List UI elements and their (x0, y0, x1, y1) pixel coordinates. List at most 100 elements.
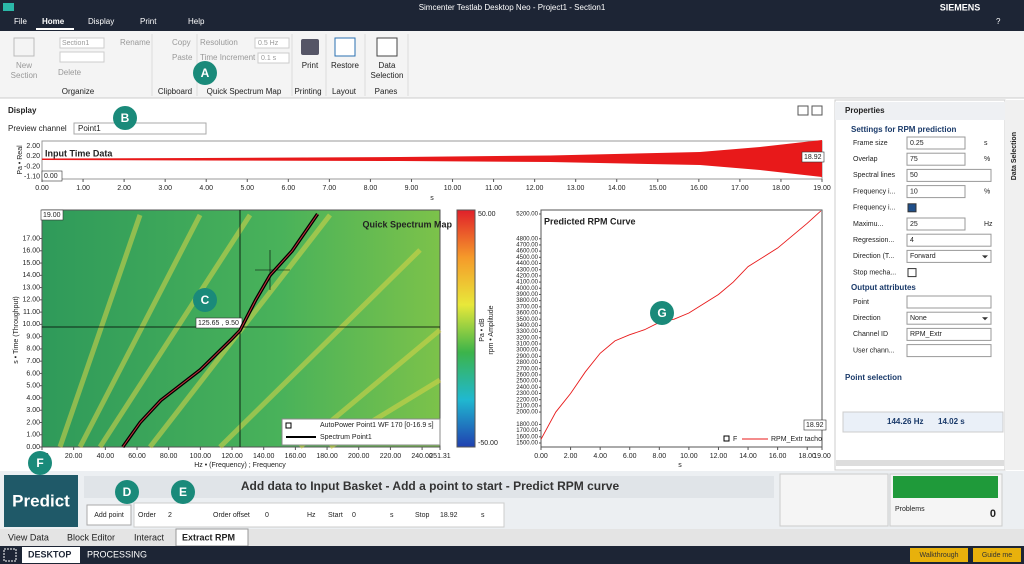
property-value: Forward (910, 253, 936, 260)
property-input[interactable] (906, 152, 966, 166)
setting-text: Start (328, 512, 343, 519)
property-input[interactable] (906, 185, 966, 199)
callout-label: F (36, 456, 43, 470)
predict-button[interactable] (4, 475, 78, 527)
y-tick-label: 1.00 (26, 432, 40, 439)
axis-label: Hz • (Frequency) ; Frequency (194, 462, 286, 469)
spectrum-legend (281, 418, 441, 446)
ribbon (0, 31, 1024, 98)
property-input[interactable] (906, 327, 992, 341)
property-input[interactable] (906, 217, 966, 231)
setting-text: 2 (168, 512, 172, 519)
callout-label: B (121, 111, 130, 125)
y-tick-label: 12.00 (22, 297, 40, 304)
y-tick-label: 3100.00 (516, 342, 538, 348)
print-icon[interactable] (301, 39, 319, 55)
x-tick-label: 0.00 (35, 185, 49, 192)
tab[interactable]: Block Editor (67, 532, 115, 542)
x-tick-label: 4.00 (593, 453, 607, 460)
time-increment-select[interactable] (257, 52, 290, 64)
property-input[interactable] (906, 136, 966, 150)
problems-label: Problems (895, 506, 925, 513)
x-tick-label: 14.00 (739, 453, 757, 460)
pane-button[interactable] (811, 105, 823, 116)
property-value: 25 (910, 221, 918, 228)
callout-badge (650, 301, 674, 325)
menu-item[interactable]: Help (188, 17, 205, 26)
y-tick-label: 4300.00 (516, 267, 538, 273)
restore-icon[interactable] (334, 37, 356, 57)
y-tick-label: 3200.00 (516, 335, 538, 341)
x-tick-label: 17.00 (731, 185, 749, 192)
y-tick-label: 6.00 (26, 370, 40, 377)
menu-item[interactable]: Home (42, 17, 65, 26)
properties-header (835, 102, 1005, 120)
active-menu-underline (36, 28, 74, 30)
side-tab-strip (1005, 100, 1024, 470)
add-point-button[interactable] (86, 504, 132, 526)
preview-input[interactable] (73, 122, 207, 135)
time-signal (42, 140, 822, 177)
y-tick-label: 0.00 (26, 444, 40, 451)
dropdown-arrow (982, 255, 988, 259)
walkthrough-button[interactable] (910, 548, 968, 562)
menu-item[interactable]: Display (88, 17, 114, 26)
menu-item[interactable]: File (14, 17, 27, 26)
x-tick-label: 100.00 (190, 453, 212, 460)
preview-value: Point1 (78, 124, 101, 133)
apps-icon[interactable] (3, 548, 17, 562)
checkbox[interactable] (907, 268, 917, 278)
colorbar-min: -50.00 (478, 440, 498, 447)
property-input[interactable] (906, 311, 992, 325)
property-label: Direction (853, 315, 881, 322)
tab[interactable]: View Data (8, 532, 49, 542)
x-tick-label: 12.00 (710, 453, 728, 460)
y-tick-label: 2600.00 (516, 372, 538, 378)
tab[interactable]: Interact (134, 532, 165, 542)
callout-label: D (123, 485, 132, 499)
property-input[interactable] (906, 295, 992, 309)
x-tick-label: 40.00 (97, 453, 115, 460)
checkbox[interactable] (907, 203, 917, 213)
pane-button[interactable] (797, 105, 809, 116)
guide-button[interactable] (973, 548, 1021, 562)
y-tick-label: -0.20 (24, 163, 40, 170)
desktop-tab[interactable] (22, 547, 80, 563)
ribbon-group: Organize (62, 87, 95, 96)
legend-text: AutoPower Point1 WF 170 [0-16.9 s] (320, 422, 434, 429)
predict-label: Predict (12, 491, 70, 510)
y-tick-label: 3700.00 (516, 304, 538, 310)
property-input[interactable] (906, 249, 992, 263)
problems-count: 0 (990, 508, 996, 520)
x-tick-label: 6.00 (282, 185, 296, 192)
point-frequency: 144.26 Hz (887, 417, 923, 426)
side-tab[interactable]: Data Selection (1011, 132, 1018, 180)
y-tick-label: 0.20 (26, 153, 40, 160)
section-select[interactable] (59, 37, 105, 49)
x-tick-label: 60.00 (128, 453, 146, 460)
x-tick-label: 18.00 (798, 453, 816, 460)
point-row[interactable] (842, 411, 1004, 433)
axis-label: s (678, 462, 682, 469)
menu-item[interactable]: Print (140, 17, 157, 26)
resolution-select[interactable] (254, 37, 290, 49)
tab[interactable]: Extract RPM (182, 532, 235, 542)
property-label: User chann... (853, 347, 895, 354)
y-tick-label: 4800.00 (516, 236, 538, 242)
property-input[interactable] (906, 344, 992, 358)
property-input[interactable] (906, 168, 992, 182)
data-selection-icon[interactable] (376, 37, 398, 57)
setting-text: Order (138, 512, 157, 519)
section-select-2[interactable] (59, 51, 105, 63)
y-tick-label: 4500.00 (516, 255, 538, 261)
x-tick-label: 120.00 (221, 453, 243, 460)
ribbon-label: Time Increment (200, 53, 256, 62)
status-strip (84, 476, 774, 498)
y-tick-label: 10.00 (22, 321, 40, 328)
status-text: Add data to Input Basket - Add a point t… (241, 479, 620, 493)
setting-text: 18.92 (440, 512, 458, 519)
property-value: RPM_Extr (910, 331, 943, 338)
property-input[interactable] (906, 233, 992, 247)
scrollbar[interactable] (836, 460, 1004, 466)
